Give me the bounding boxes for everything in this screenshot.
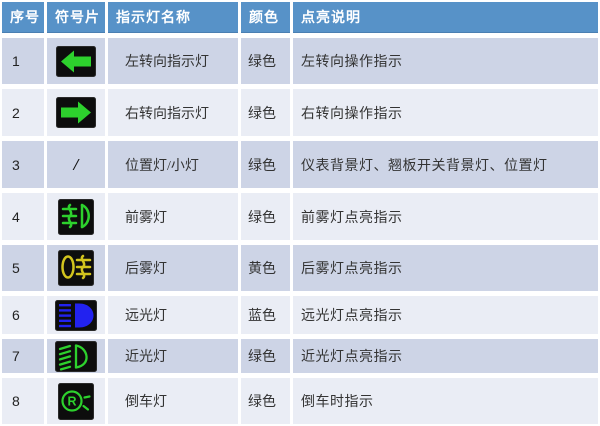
row-number: 1	[2, 38, 44, 84]
slash-symbol: /	[73, 154, 79, 174]
row-number: 3	[2, 141, 44, 188]
row-number: 5	[2, 245, 44, 291]
light-color: 绿色	[241, 339, 290, 373]
left-turn-arrow-icon	[56, 45, 96, 77]
symbol-cell	[47, 339, 105, 373]
light-desc: 右转向操作指示	[293, 89, 598, 136]
front-fog-light-icon	[58, 198, 94, 235]
high-beam-icon	[55, 299, 97, 331]
symbol-cell	[47, 245, 105, 291]
light-name: 右转向指示灯	[108, 89, 238, 136]
symbol-cell	[47, 193, 105, 240]
light-color: 黄色	[241, 245, 290, 291]
row-number: 8	[2, 378, 44, 424]
light-name: 左转向指示灯	[108, 38, 238, 84]
symbol-cell	[47, 296, 105, 334]
header-cell-name: 指示灯名称	[108, 2, 238, 33]
header-cell-no: 序号	[2, 2, 44, 33]
symbol-cell: R	[47, 378, 105, 424]
light-color: 绿色	[241, 89, 290, 136]
header-cell-desc: 点亮说明	[293, 2, 598, 33]
row-number: 7	[2, 339, 44, 373]
light-color: 绿色	[241, 378, 290, 424]
symbol-cell	[47, 38, 105, 84]
low-beam-icon	[55, 340, 97, 372]
light-name: 近光灯	[108, 339, 238, 373]
light-name: 倒车灯	[108, 378, 238, 424]
light-desc: 左转向操作指示	[293, 38, 598, 84]
light-desc: 倒车时指示	[293, 378, 598, 424]
row-number: 6	[2, 296, 44, 334]
light-color: 蓝色	[241, 296, 290, 334]
light-desc: 仪表背景灯、翘板开关背景灯、位置灯	[293, 141, 598, 188]
row-number: 4	[2, 193, 44, 240]
svg-text:R: R	[67, 394, 76, 408]
light-name: 后雾灯	[108, 245, 238, 291]
light-desc: 远光灯点亮指示	[293, 296, 598, 334]
light-desc: 近光灯点亮指示	[293, 339, 598, 373]
light-name: 位置灯/小灯	[108, 141, 238, 188]
header-cell-symbol: 符号片	[47, 2, 105, 33]
light-name: 前雾灯	[108, 193, 238, 240]
reverse-light-icon: R	[58, 382, 94, 420]
rear-fog-light-icon	[58, 250, 94, 286]
row-number: 2	[2, 89, 44, 136]
right-turn-arrow-icon	[56, 97, 96, 128]
header-cell-color: 颜色	[241, 2, 290, 33]
light-name: 远光灯	[108, 296, 238, 334]
symbol-cell: /	[47, 141, 105, 188]
symbol-cell	[47, 89, 105, 136]
light-color: 绿色	[241, 141, 290, 188]
light-desc: 前雾灯点亮指示	[293, 193, 598, 240]
light-color: 绿色	[241, 193, 290, 240]
light-color: 绿色	[241, 38, 290, 84]
light-desc: 后雾灯点亮指示	[293, 245, 598, 291]
